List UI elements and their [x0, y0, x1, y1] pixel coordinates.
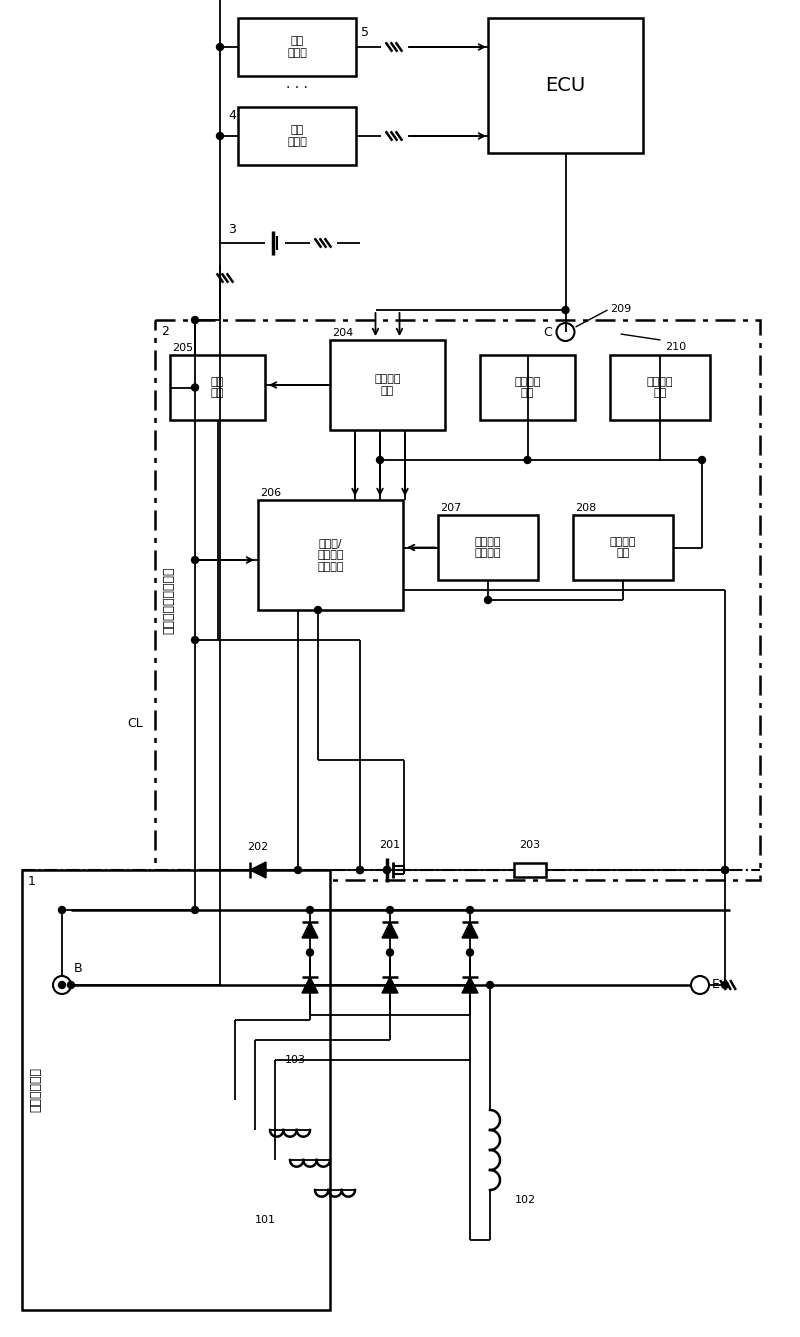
Bar — [438, 515, 538, 580]
Text: 2: 2 — [161, 325, 169, 338]
Text: 车辆用发电机: 车辆用发电机 — [30, 1067, 42, 1112]
Circle shape — [698, 456, 706, 464]
Bar — [258, 500, 403, 610]
Text: 205: 205 — [172, 344, 193, 353]
Text: 201: 201 — [379, 840, 401, 850]
Text: 3: 3 — [228, 223, 236, 237]
Circle shape — [217, 44, 223, 51]
Bar — [238, 17, 356, 76]
Circle shape — [306, 981, 314, 988]
Circle shape — [383, 866, 390, 873]
Bar — [480, 356, 575, 420]
Text: 5: 5 — [361, 25, 369, 39]
Circle shape — [562, 306, 569, 313]
Text: 207: 207 — [440, 503, 462, 513]
Circle shape — [722, 866, 729, 873]
Circle shape — [524, 456, 531, 464]
Circle shape — [722, 981, 729, 988]
Text: 电池
检测器: 电池 检测器 — [287, 126, 307, 147]
Circle shape — [191, 317, 198, 324]
Text: 209: 209 — [610, 303, 632, 314]
Circle shape — [58, 906, 66, 913]
Bar — [330, 340, 445, 431]
Circle shape — [294, 866, 302, 873]
Circle shape — [217, 132, 223, 139]
Text: 202: 202 — [247, 842, 269, 852]
Bar — [488, 17, 643, 152]
Circle shape — [306, 949, 314, 956]
Text: 4: 4 — [228, 110, 236, 122]
Text: 204: 204 — [332, 328, 354, 338]
Text: 车辆用发电控制装置: 车辆用发电控制装置 — [162, 567, 175, 634]
Text: C: C — [542, 325, 551, 338]
Circle shape — [386, 949, 394, 956]
Text: 温度检测
电路: 温度检测 电路 — [646, 377, 674, 398]
Polygon shape — [382, 923, 398, 939]
Text: 基准电压
电路: 基准电压 电路 — [514, 377, 541, 398]
Circle shape — [466, 906, 474, 913]
Text: 1: 1 — [28, 874, 36, 888]
Bar — [573, 515, 673, 580]
Circle shape — [357, 866, 363, 873]
Polygon shape — [462, 923, 478, 939]
Polygon shape — [302, 923, 318, 939]
Text: 电池
检测器: 电池 检测器 — [287, 36, 307, 57]
Text: 旋转检测
电路: 旋转检测 电路 — [610, 536, 636, 559]
Bar — [238, 107, 356, 164]
Circle shape — [722, 866, 729, 873]
Polygon shape — [382, 977, 398, 993]
Circle shape — [466, 949, 474, 956]
Text: B: B — [74, 963, 82, 975]
Circle shape — [306, 906, 314, 913]
Circle shape — [357, 866, 363, 873]
Text: 206: 206 — [260, 488, 281, 497]
Text: 210: 210 — [666, 342, 686, 352]
Text: 励磁电流
检测电路: 励磁电流 检测电路 — [474, 536, 502, 559]
Text: 发电压/
励磁电流
控制电路: 发电压/ 励磁电流 控制电路 — [318, 539, 344, 572]
Circle shape — [191, 556, 198, 563]
Bar — [22, 870, 330, 1310]
Text: 102: 102 — [515, 1195, 536, 1205]
Circle shape — [383, 866, 390, 873]
Text: ECU: ECU — [546, 76, 586, 95]
Circle shape — [466, 981, 474, 988]
Circle shape — [377, 456, 383, 464]
Text: 203: 203 — [519, 840, 541, 850]
Circle shape — [191, 636, 198, 643]
Bar — [170, 356, 265, 420]
Text: CL: CL — [127, 717, 143, 730]
Text: 101: 101 — [254, 1215, 275, 1225]
Text: 103: 103 — [285, 1055, 306, 1066]
Bar — [514, 862, 546, 877]
Circle shape — [386, 906, 394, 913]
Polygon shape — [302, 977, 318, 993]
Text: 通信控制
电路: 通信控制 电路 — [374, 374, 401, 396]
Bar — [155, 320, 760, 880]
Text: · · ·: · · · — [286, 82, 308, 95]
Circle shape — [486, 981, 494, 988]
Circle shape — [314, 607, 322, 614]
Polygon shape — [250, 862, 266, 878]
Circle shape — [67, 981, 74, 988]
Text: 208: 208 — [575, 503, 596, 513]
Polygon shape — [462, 977, 478, 993]
Circle shape — [191, 906, 198, 913]
Text: E: E — [712, 979, 720, 992]
Bar — [610, 356, 710, 420]
Circle shape — [485, 596, 491, 603]
Text: 电源
电路: 电源 电路 — [211, 377, 224, 398]
Circle shape — [191, 384, 198, 390]
Circle shape — [58, 981, 66, 988]
